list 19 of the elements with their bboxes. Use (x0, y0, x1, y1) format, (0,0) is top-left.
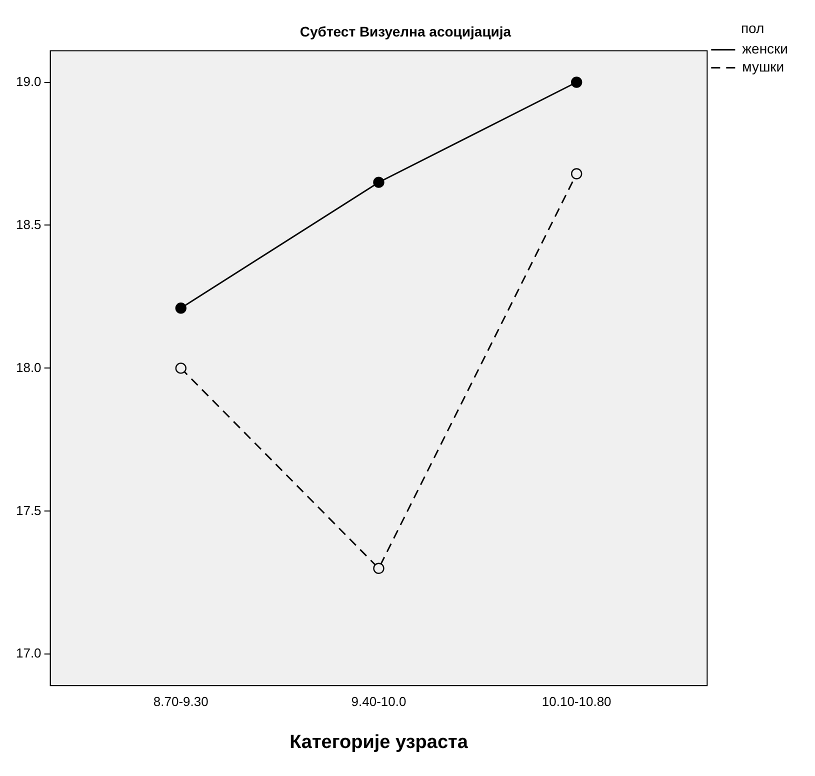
point (175, 302, 186, 314)
y-tick-label: 19.0 (16, 74, 42, 89)
point (570, 168, 582, 180)
point (175, 362, 186, 374)
legend-label: мушки (742, 58, 784, 75)
x-tick-label: 9.40-10.0 (351, 694, 406, 709)
x-axis-title: Категорије узраста (290, 732, 468, 753)
point (570, 76, 582, 88)
point (373, 562, 384, 574)
legend-title: пол (740, 20, 764, 36)
point (373, 176, 384, 188)
x-tick-label: 8.70-9.30 (153, 694, 208, 709)
chart-title: Субтест Визуелна асоцијација (300, 23, 512, 40)
y-tick-label: 17.5 (16, 502, 42, 518)
x-tick-label: 10.10-10.80 (542, 694, 612, 709)
y-tick-label: 18.0 (16, 360, 42, 375)
y-tick-label: 18.5 (16, 216, 42, 232)
legend-label: женски (742, 40, 788, 57)
y-tick-label: 17.0 (16, 646, 42, 661)
